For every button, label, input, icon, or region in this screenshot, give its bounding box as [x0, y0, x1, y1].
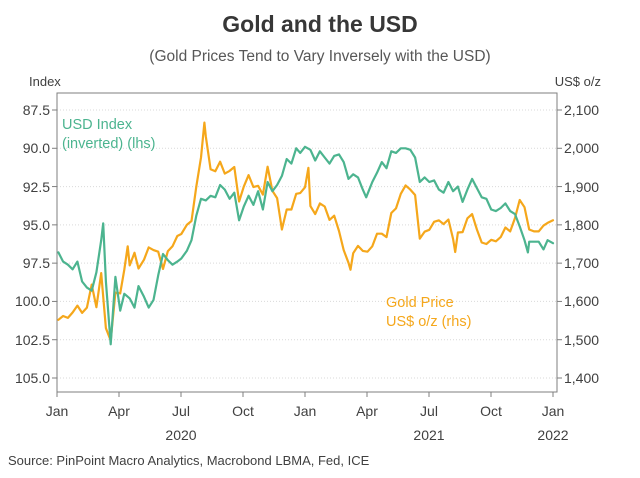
year-label: 2021	[413, 427, 445, 443]
year-label: 2020	[165, 427, 197, 443]
right-axis-unit-label: US$ o/z	[554, 74, 601, 89]
left-tick-label: 100.0	[14, 293, 50, 309]
left-tick-label: 97.5	[22, 255, 50, 271]
plot-frame	[56, 92, 558, 393]
gold-price-legend-line1: Gold Price	[386, 295, 454, 311]
usd-index-series-line	[57, 145, 555, 346]
source-note: Source: PinPoint Macro Analytics, Macrob…	[8, 453, 370, 468]
x-tick-label: Apr	[108, 403, 130, 419]
right-tick-label: 1,800	[564, 217, 600, 233]
gold-price-series-line	[57, 121, 555, 342]
right-tick-label: 2,000	[564, 140, 600, 156]
x-tick-label: Jul	[420, 403, 438, 419]
left-tick-label: 95.0	[22, 217, 50, 233]
x-tick-label: Oct	[480, 403, 502, 419]
x-tick-label: Jan	[45, 403, 69, 419]
usd-index-legend: USD Index (inverted) (lhs)	[62, 116, 155, 154]
usd-index-legend-line1: USD Index	[62, 117, 133, 133]
left-tick-label: 102.5	[14, 332, 50, 348]
chart-subtitle: (Gold Prices Tend to Vary Inversely with…	[149, 48, 491, 65]
right-tick-label: 1,600	[564, 293, 600, 309]
x-tick-label: Oct	[232, 403, 254, 419]
right-tick-label: 1,500	[564, 332, 600, 348]
left-tick-label: 87.5	[22, 102, 50, 118]
x-tick-label: Apr	[356, 403, 378, 419]
x-tick-label: Jan	[541, 403, 565, 419]
year-label: 2022	[537, 427, 569, 443]
right-tick-label: 2,100	[564, 102, 600, 118]
right-tick-label: 1,700	[564, 255, 600, 271]
right-tick-label: 1,900	[564, 179, 600, 195]
right-tick-label: 1,400	[564, 370, 600, 386]
x-tick-label: Jul	[172, 403, 190, 419]
left-tick-label: 92.5	[22, 179, 50, 195]
usd-index-legend-line2: (inverted) (lhs)	[62, 136, 156, 152]
gold-price-legend: Gold Price US$ o/z (rhs)	[386, 294, 471, 332]
left-axis-unit-label: Index	[29, 74, 61, 89]
left-tick-label: 90.0	[22, 140, 50, 156]
left-tick-label: 105.0	[14, 370, 50, 386]
chart-title: Gold and the USD	[222, 11, 418, 37]
gold-price-legend-line2: US$ o/z (rhs)	[386, 314, 472, 330]
x-tick-label: Jan	[293, 403, 317, 419]
